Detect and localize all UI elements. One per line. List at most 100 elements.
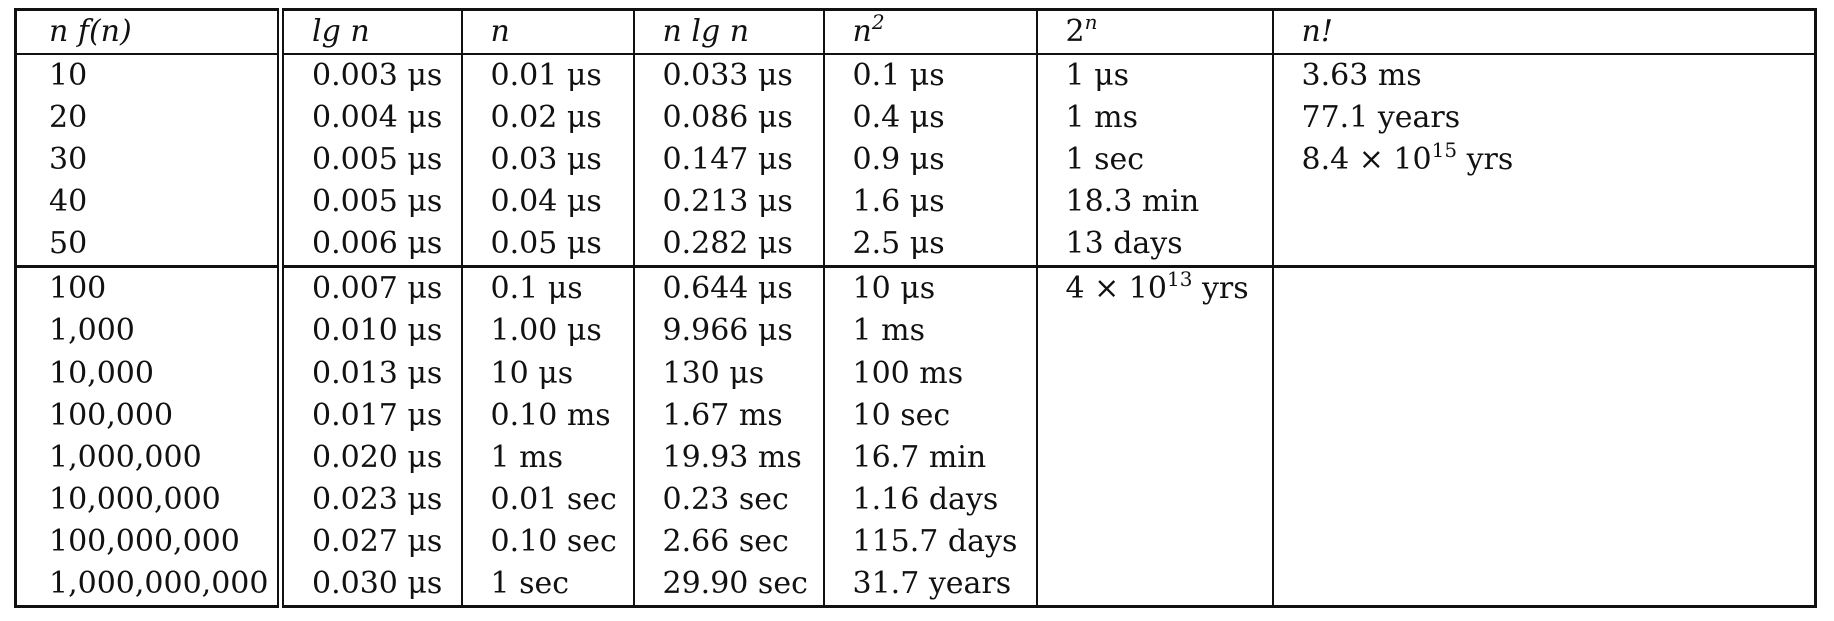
table-cell: 1.67 ms xyxy=(632,394,825,437)
table-cell: 0.23 sec xyxy=(632,478,825,521)
table-cell xyxy=(1271,478,1817,521)
table-cell: 9.966 μs xyxy=(632,310,825,353)
cell-value: 0.007 μs xyxy=(312,271,443,307)
table-cell: 100,000,000 xyxy=(14,520,284,563)
table-cell: 50 xyxy=(14,223,284,269)
table-cell: 10 xyxy=(14,54,284,98)
cell-value: 0.05 μs xyxy=(490,226,602,262)
table-cell: 0.004 μs xyxy=(279,97,463,140)
table-cell: 3.63 ms xyxy=(1271,54,1817,98)
cell-value: 0.9 μs xyxy=(852,142,945,178)
cell-value: 130 μs xyxy=(662,355,765,391)
header-two-to-n: 2n xyxy=(1035,9,1274,55)
cell-value: 100 ms xyxy=(852,355,964,391)
cell-value: 0.013 μs xyxy=(312,355,443,391)
cell-value: 1,000,000 xyxy=(49,439,202,475)
cell-value: 0.4 μs xyxy=(852,100,945,136)
table-cell: 0.02 μs xyxy=(460,97,635,140)
table-cell: 0.005 μs xyxy=(279,139,463,182)
table-cell xyxy=(1035,436,1274,479)
table-cell: 100,000 xyxy=(14,394,284,437)
table-cell: 0.1 μs xyxy=(822,54,1038,98)
cell-value: 13 days xyxy=(1065,226,1183,262)
table-cell: 0.282 μs xyxy=(632,223,825,269)
table-cell: 0.01 sec xyxy=(460,478,635,521)
table-cell: 40 xyxy=(14,181,284,224)
cell-value: 1.67 ms xyxy=(662,397,783,433)
table-row: 50 0.006 μs 0.05 μs 0.282 μs 2.5 μs 13 days xyxy=(14,223,1817,269)
table-cell xyxy=(1035,562,1274,608)
table-cell: 0.027 μs xyxy=(279,520,463,563)
table-cell: 1 ms xyxy=(1035,97,1274,140)
table-cell: 0.03 μs xyxy=(460,139,635,182)
cell-value: 100 xyxy=(49,271,107,307)
cell-value: 0.213 μs xyxy=(662,184,793,220)
cell-value: 0.004 μs xyxy=(312,100,443,136)
table-row: 10 0.003 μs 0.01 μs 0.033 μs 0.1 μs 1 μs 3.63 … xyxy=(14,54,1817,98)
cell-value: 1,000,000,000 xyxy=(49,565,269,601)
table-cell: 30 xyxy=(14,139,284,182)
table-cell: 1 sec xyxy=(1035,139,1274,182)
table-cell: 16.7 min xyxy=(822,436,1038,479)
table-cell: 0.01 μs xyxy=(460,54,635,98)
table-cell xyxy=(1271,266,1817,311)
table-row: 1,000,000 0.020 μs 1 ms 19.93 ms 16.7 min xyxy=(14,436,1817,479)
table-row: 1,000,000,000 0.030 μs 1 sec 29.90 sec 31.7 … xyxy=(14,562,1817,608)
header-n-fn: n f(n) xyxy=(14,9,284,55)
cell-value: 1 ms xyxy=(490,439,563,475)
table-cell: 77.1 years xyxy=(1271,97,1817,140)
table-cell: 115.7 days xyxy=(822,520,1038,563)
cell-value: 30 xyxy=(49,142,88,178)
table-cell: 0.086 μs xyxy=(632,97,825,140)
cell-value: 0.017 μs xyxy=(312,397,443,433)
cell-value: 1.6 μs xyxy=(852,184,945,220)
cell-value: 10 sec xyxy=(852,397,951,433)
table-cell: 0.10 sec xyxy=(460,520,635,563)
table-cell xyxy=(1035,310,1274,353)
table-cell: 0.017 μs xyxy=(279,394,463,437)
table-cell: 10 μs xyxy=(822,266,1038,311)
cell-value: 0.23 sec xyxy=(662,481,789,517)
table-cell: 1 ms xyxy=(460,436,635,479)
table-cell: 19.93 ms xyxy=(632,436,825,479)
table-cell: 0.023 μs xyxy=(279,478,463,521)
header-n-lg-n: n lg n xyxy=(632,9,825,55)
cell-value: 0.644 μs xyxy=(662,271,793,307)
table-cell: 2.66 sec xyxy=(632,520,825,563)
table-cell: 0.003 μs xyxy=(279,54,463,98)
table-cell: 0.4 μs xyxy=(822,97,1038,140)
cell-value: 0.282 μs xyxy=(662,226,793,262)
table-cell: 0.9 μs xyxy=(822,139,1038,182)
cell-value: 100,000,000 xyxy=(49,523,240,559)
cell-value: 10 xyxy=(49,58,88,94)
table-cell: 1 μs xyxy=(1035,54,1274,98)
table-cell: 1.00 μs xyxy=(460,310,635,353)
cell-value: 16.7 min xyxy=(852,439,987,475)
cell-value: 0.1 μs xyxy=(852,58,945,94)
cell-value: 0.02 μs xyxy=(490,100,602,136)
cell-value: 2.5 μs xyxy=(852,226,945,262)
table-cell: 13 days xyxy=(1035,223,1274,269)
table-cell: 10,000 xyxy=(14,352,284,395)
table-cell: 1 sec xyxy=(460,562,635,608)
table-cell: 0.10 ms xyxy=(460,394,635,437)
table-cell: 2.5 μs xyxy=(822,223,1038,269)
table-cell xyxy=(1035,394,1274,437)
table-cell: 0.033 μs xyxy=(632,54,825,98)
table-cell: 1 ms xyxy=(822,310,1038,353)
cell-value: 1.00 μs xyxy=(490,313,602,349)
table-cell: 0.013 μs xyxy=(279,352,463,395)
table-row: 40 0.005 μs 0.04 μs 0.213 μs 1.6 μs 18.3 min xyxy=(14,181,1817,224)
table-body: 10 0.003 μs 0.01 μs 0.033 μs 0.1 μs 1 μs 3.63 … xyxy=(14,54,1817,608)
table-cell: 100 ms xyxy=(822,352,1038,395)
table-cell xyxy=(1035,520,1274,563)
cell-value: 0.033 μs xyxy=(662,58,793,94)
table-cell xyxy=(1271,223,1817,269)
cell-value: 10 μs xyxy=(852,271,936,307)
cell-value: 1 ms xyxy=(852,313,925,349)
cell-value: 1 sec xyxy=(1065,142,1145,178)
table-cell xyxy=(1271,520,1817,563)
table-cell xyxy=(1271,310,1817,353)
table-cell: 100 xyxy=(14,266,284,311)
table-cell: 1.16 days xyxy=(822,478,1038,521)
